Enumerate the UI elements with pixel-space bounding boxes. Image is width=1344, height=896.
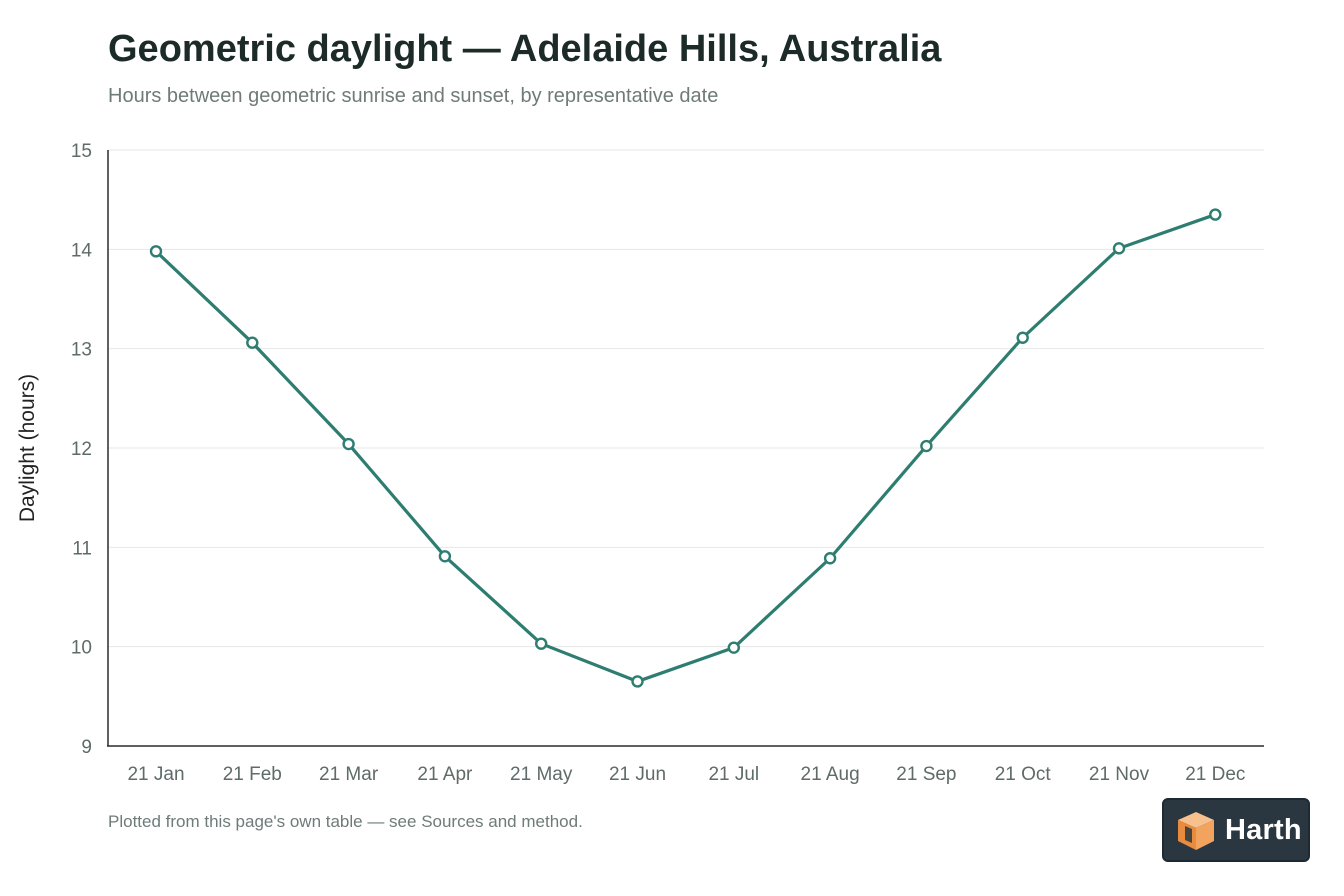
data-point[interactable] [823,552,837,565]
x-tick-label: 21 Jul [708,764,759,785]
x-tick-label: 21 Apr [417,764,473,785]
y-tick-label: 14 [71,240,93,261]
cube-logo-icon [1178,812,1214,850]
y-tick-label: 9 [81,737,92,758]
data-point[interactable] [1016,331,1029,344]
data-point[interactable] [920,439,933,453]
logo-wordmark: Harth [1225,814,1302,846]
x-tick-label: 21 Jan [127,764,184,785]
series-daylight [149,208,1222,688]
x-tick-label: 21 Feb [223,764,282,785]
x-tick-label: 21 Aug [801,764,860,785]
y-tick-label: 13 [71,340,92,361]
axes [107,150,1264,747]
data-point[interactable] [438,550,452,563]
x-tick-label: 21 Nov [1089,764,1150,785]
y-axis-label: Daylight (hours) [16,374,39,522]
y-tick-label: 15 [71,141,92,162]
x-tick-label: 21 May [510,764,573,785]
data-point[interactable] [631,675,644,688]
series-line [154,212,1217,684]
x-tick-label: 21 Mar [319,764,379,785]
data-point[interactable] [342,437,355,451]
chart-title: Geometric daylight — Adelaide Hills, Aus… [108,28,942,70]
y-tick-labels: 9 10 11 12 13 14 15 [71,141,93,758]
data-point[interactable] [535,637,548,650]
data-point[interactable] [727,641,740,654]
x-tick-label: 21 Oct [995,764,1052,785]
y-tick-label: 10 [71,638,92,659]
x-tick-labels: 21 Jan 21 Feb 21 Mar 21 Apr 21 May 21 Jun 21 J… [127,764,1245,785]
footnote: Plotted from this page's own table — see… [108,812,583,831]
x-tick-label: 21 Jun [609,764,666,785]
x-tick-label: 21 Sep [896,764,956,785]
y-tick-label: 12 [71,439,92,460]
x-tick-label: 21 Dec [1185,764,1245,785]
data-point[interactable] [246,336,259,349]
data-point[interactable] [1209,208,1222,221]
chart-subtitle: Hours between geometric sunrise and suns… [108,85,719,107]
y-tick-label: 11 [72,538,92,559]
brand-logo[interactable]: Harth [1162,798,1310,862]
data-point[interactable] [1112,242,1126,255]
gridlines [108,149,1264,648]
data-point[interactable] [149,245,163,258]
